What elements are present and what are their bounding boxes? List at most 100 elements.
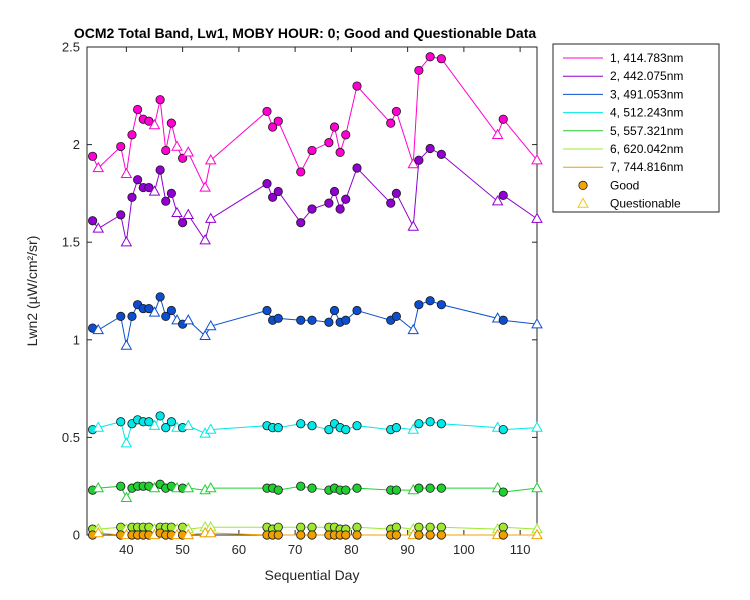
questionable-point	[120, 339, 133, 350]
good-point	[391, 485, 401, 495]
questionable-point	[182, 528, 195, 540]
good-point	[436, 483, 446, 493]
good-point	[352, 421, 362, 431]
legend-good-marker	[578, 180, 588, 190]
y-tick-label: 2.5	[62, 40, 80, 55]
good-point	[498, 530, 508, 540]
good-point	[296, 167, 306, 177]
good-point	[127, 192, 137, 202]
good-point	[498, 315, 508, 325]
good-point	[88, 151, 98, 161]
legend-entry-label: 6, 620.042nm	[610, 142, 683, 156]
good-point	[273, 522, 283, 532]
good-point	[341, 130, 351, 140]
legend: 1, 414.783nm 2, 442.075nm 3, 491.053nm 4, 5…	[552, 43, 720, 213]
x-tick-label: 50	[175, 542, 189, 557]
legend-entry-label: 5, 557.321nm	[610, 124, 683, 138]
good-point	[273, 186, 283, 197]
good-point	[425, 530, 435, 540]
good-point	[436, 419, 446, 429]
good-point	[268, 192, 278, 202]
good-point	[498, 424, 508, 435]
questionable-point	[182, 314, 195, 325]
good-point	[116, 210, 126, 220]
series-7	[88, 526, 543, 540]
questionable-point	[204, 319, 217, 331]
good-point	[414, 65, 424, 76]
questionable-point	[407, 423, 420, 434]
good-point	[425, 417, 435, 427]
good-point	[178, 218, 188, 228]
good-point	[335, 147, 345, 158]
questionable-point	[171, 140, 183, 151]
x-tick-label: 60	[232, 542, 246, 557]
questionable-point	[531, 421, 543, 432]
series-3	[88, 292, 543, 350]
questionable-point	[199, 329, 211, 341]
good-point	[155, 95, 165, 105]
good-point	[425, 296, 435, 306]
good-point	[273, 530, 283, 540]
good-point	[436, 522, 446, 532]
good-point	[273, 313, 283, 323]
good-point	[425, 483, 435, 493]
good-point	[414, 155, 424, 165]
good-point	[329, 186, 340, 197]
questionable-point	[531, 481, 543, 493]
questionable-point	[92, 222, 105, 233]
good-point	[352, 530, 362, 540]
questionable-point	[204, 526, 217, 538]
good-point	[414, 522, 424, 532]
questionable-point	[531, 212, 543, 223]
x-tick-label: 40	[119, 542, 133, 557]
good-point	[155, 411, 165, 421]
good-point	[144, 303, 154, 314]
good-point	[144, 182, 154, 193]
x-axis-label: Sequential Day	[265, 567, 360, 583]
good-point	[161, 196, 171, 206]
good-point	[144, 417, 154, 427]
good-point	[352, 522, 362, 532]
good-point	[352, 81, 362, 91]
good-point	[414, 300, 424, 310]
good-point	[133, 175, 143, 185]
good-point	[273, 116, 283, 126]
good-point	[391, 423, 401, 433]
good-point	[116, 311, 126, 321]
good-point	[391, 106, 401, 117]
chart-title: OCM2 Total Band, Lw1, MOBY HOUR: 0; Good…	[74, 25, 537, 41]
good-point	[341, 194, 351, 204]
legend-entry-label: 1, 414.783nm	[610, 51, 683, 65]
good-point	[166, 188, 176, 198]
good-point	[436, 54, 446, 64]
legend-entry-label: 7, 744.816nm	[610, 160, 683, 174]
y-tick-label: 1.5	[62, 235, 80, 250]
questionable-point	[182, 146, 195, 157]
questionable-point	[120, 491, 133, 503]
y-axis-label: Lwn2 (µW/cm²/sr)	[24, 236, 40, 347]
good-point	[116, 481, 126, 491]
good-point	[352, 163, 362, 173]
questionable-point	[204, 481, 217, 493]
legend-entry-label: 4, 512.243nm	[610, 106, 683, 120]
good-point	[436, 149, 446, 159]
good-point	[324, 198, 334, 208]
questionable-point	[120, 437, 133, 448]
good-point	[386, 198, 396, 208]
questionable-point	[491, 194, 504, 206]
questionable-point	[92, 323, 105, 335]
good-point	[498, 190, 508, 200]
good-point	[352, 305, 362, 316]
series-4	[88, 411, 543, 448]
questionable-point	[92, 421, 105, 432]
good-point	[155, 165, 165, 175]
good-point	[116, 141, 126, 152]
good-point	[144, 116, 154, 126]
good-point	[436, 300, 446, 310]
good-point	[425, 522, 435, 532]
legend-entry-label: 2, 442.075nm	[610, 69, 683, 83]
good-point	[127, 311, 137, 321]
questionable-point	[182, 481, 195, 493]
good-point	[273, 485, 283, 495]
legend-questionable-marker	[577, 197, 589, 208]
